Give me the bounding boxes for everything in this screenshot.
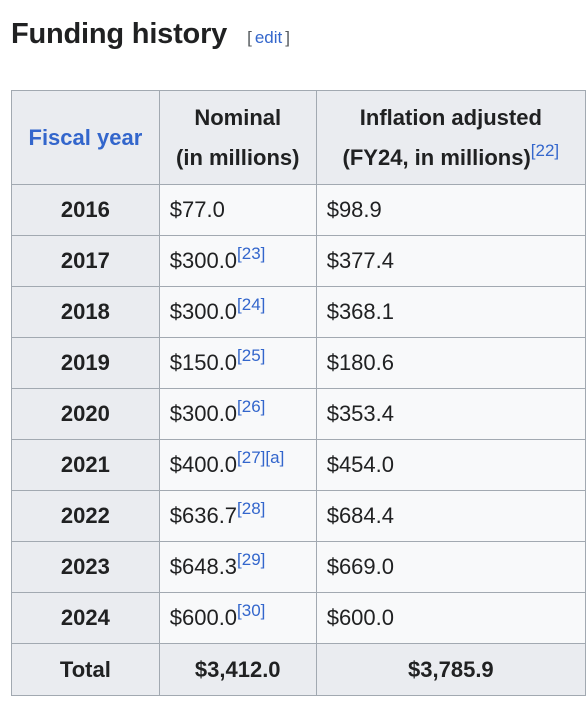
reference-link[interactable]: [26] xyxy=(237,397,266,416)
fiscal-year-cell: 2019 xyxy=(11,337,160,389)
nominal-value: $648.3 xyxy=(169,554,238,579)
adjusted-cell: $669.0 xyxy=(315,541,586,593)
nominal-value: $400.0 xyxy=(169,452,238,477)
total-nominal: $3,412.0 xyxy=(158,643,317,696)
adjusted-cell: $180.6 xyxy=(315,337,586,389)
fiscal-year-cell: 2017 xyxy=(11,235,160,287)
reference-link[interactable]: [25] xyxy=(237,346,266,365)
reference-link[interactable]: [23] xyxy=(237,244,266,263)
inflation-header-line2: (FY24, in millions) xyxy=(342,144,531,170)
nominal-cell: $400.0[27][a] xyxy=(158,439,317,491)
fiscal-year-cell: 2018 xyxy=(11,286,160,338)
table-row: 2023 $648.3[29] $669.0 xyxy=(11,541,586,593)
table-row: 2019 $150.0[25] $180.6 xyxy=(11,337,586,389)
nominal-value: $300.0 xyxy=(169,401,238,426)
adjusted-value: $454.0 xyxy=(326,452,394,477)
inflation-header-line1: Inflation adjusted xyxy=(359,104,542,130)
nominal-cell: $300.0[23] xyxy=(158,235,317,287)
edit-bracket-open: [ xyxy=(247,28,252,47)
table-header-row: Fiscal year Nominal (in millions) Inflat… xyxy=(11,90,586,185)
adjusted-value: $377.4 xyxy=(326,248,394,273)
nominal-value: $77.0 xyxy=(169,197,225,222)
reference-link[interactable]: [27][a] xyxy=(237,448,285,467)
adjusted-value: $684.4 xyxy=(326,503,394,528)
reference-link[interactable]: [30] xyxy=(237,601,266,620)
nominal-value: $300.0 xyxy=(169,299,238,324)
table-row: 2017 $300.0[23] $377.4 xyxy=(11,235,586,287)
fiscal-year-header[interactable]: Fiscal year xyxy=(11,90,160,185)
adjusted-cell: $600.0 xyxy=(315,592,586,644)
nominal-header-line2: (in millions) xyxy=(176,144,300,170)
nominal-cell: $77.0 xyxy=(158,184,317,236)
fiscal-year-cell: 2022 xyxy=(11,490,160,542)
adjusted-cell: $684.4 xyxy=(315,490,586,542)
nominal-cell: $636.7[28] xyxy=(158,490,317,542)
table-row: 2016 $77.0 $98.9 xyxy=(11,184,586,236)
table-row: 2021 $400.0[27][a] $454.0 xyxy=(11,439,586,491)
nominal-cell: $300.0[26] xyxy=(158,388,317,440)
total-label: Total xyxy=(11,643,160,696)
edit-section: [edit] xyxy=(247,28,290,48)
total-row: Total $3,412.0 $3,785.9 xyxy=(11,643,586,696)
adjusted-value: $669.0 xyxy=(326,554,394,579)
nominal-value: $150.0 xyxy=(169,350,238,375)
table-row: 2020 $300.0[26] $353.4 xyxy=(11,388,586,440)
adjusted-value: $98.9 xyxy=(326,197,382,222)
nominal-cell: $600.0[30] xyxy=(158,592,317,644)
table-row: 2022 $636.7[28] $684.4 xyxy=(11,490,586,542)
table-row: 2018 $300.0[24] $368.1 xyxy=(11,286,586,338)
nominal-header: Nominal (in millions) xyxy=(158,90,317,185)
fiscal-year-cell: 2020 xyxy=(11,388,160,440)
reference-link[interactable]: [29] xyxy=(237,550,266,569)
edit-bracket-close: ] xyxy=(285,28,290,47)
adjusted-cell: $368.1 xyxy=(315,286,586,338)
fiscal-year-cell: 2024 xyxy=(11,592,160,644)
adjusted-cell: $454.0 xyxy=(315,439,586,491)
adjusted-cell: $353.4 xyxy=(315,388,586,440)
fiscal-year-header-label[interactable]: Fiscal year xyxy=(28,124,143,150)
total-adjusted: $3,785.9 xyxy=(315,643,586,696)
adjusted-value: $600.0 xyxy=(326,605,394,630)
reference-link[interactable]: [22] xyxy=(530,140,560,160)
fiscal-year-cell: 2021 xyxy=(11,439,160,491)
section-title: Funding history xyxy=(11,18,228,50)
nominal-value: $300.0 xyxy=(169,248,238,273)
adjusted-cell: $377.4 xyxy=(315,235,586,287)
adjusted-value: $180.6 xyxy=(326,350,394,375)
reference-link[interactable]: [24] xyxy=(237,295,266,314)
nominal-value: $600.0 xyxy=(169,605,238,630)
reference-link[interactable]: [28] xyxy=(237,499,266,518)
section-heading: Funding history [edit] xyxy=(11,18,290,51)
funding-history-table: Fiscal year Nominal (in millions) Inflat… xyxy=(11,90,586,696)
nominal-value: $636.7 xyxy=(169,503,238,528)
nominal-header-line1: Nominal xyxy=(194,104,282,130)
inflation-header: Inflation adjusted (FY24, in millions)[2… xyxy=(315,90,586,185)
fiscal-year-cell: 2023 xyxy=(11,541,160,593)
table-row: 2024 $600.0[30] $600.0 xyxy=(11,592,586,644)
fiscal-year-cell: 2016 xyxy=(11,184,160,236)
nominal-cell: $648.3[29] xyxy=(158,541,317,593)
adjusted-value: $353.4 xyxy=(326,401,394,426)
nominal-cell: $150.0[25] xyxy=(158,337,317,389)
edit-link[interactable]: edit xyxy=(254,28,283,47)
adjusted-value: $368.1 xyxy=(326,299,394,324)
adjusted-cell: $98.9 xyxy=(315,184,586,236)
nominal-cell: $300.0[24] xyxy=(158,286,317,338)
